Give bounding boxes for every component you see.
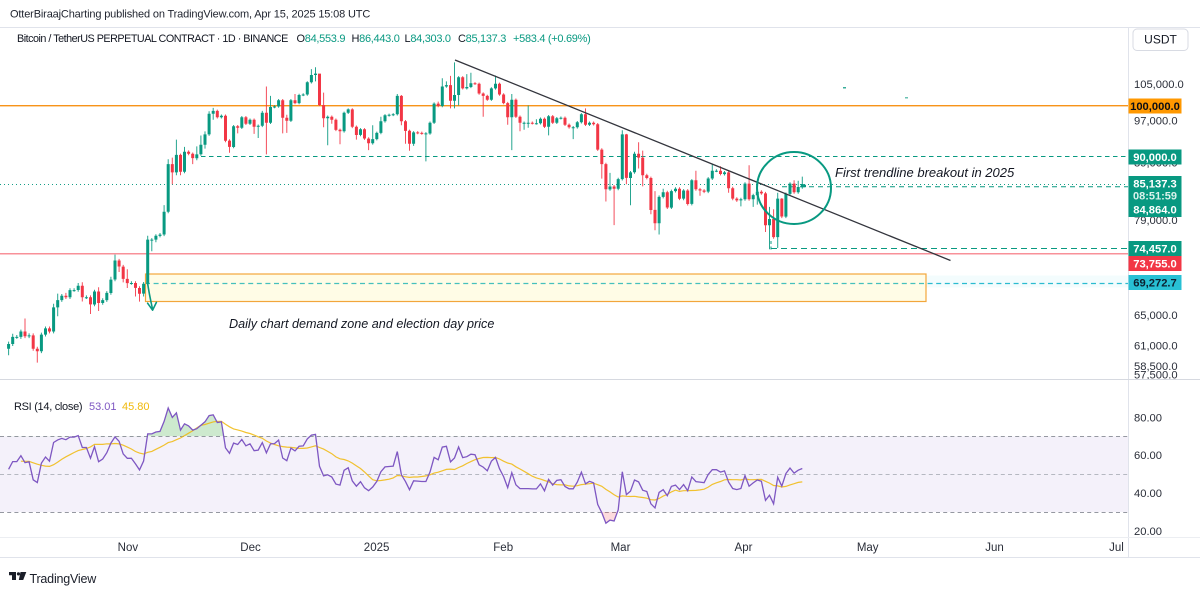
svg-text:100,000.0: 100,000.0 (1130, 101, 1180, 113)
svg-text:Nov: Nov (118, 542, 139, 554)
svg-text:80.00: 80.00 (1134, 412, 1162, 424)
svg-text:40.00: 40.00 (1134, 488, 1162, 500)
svg-text:O84,553.9: O84,553.9 (297, 33, 346, 45)
svg-text:TradingView: TradingView (30, 572, 98, 586)
svg-text:USDT: USDT (1144, 33, 1177, 47)
svg-text:61,000.0: 61,000.0 (1134, 341, 1178, 353)
svg-text:L84,303.0: L84,303.0 (405, 33, 451, 45)
svg-text:57,500.0: 57,500.0 (1134, 369, 1178, 381)
svg-text:84,864.0: 84,864.0 (1133, 205, 1177, 217)
svg-text:60.00: 60.00 (1134, 450, 1162, 462)
svg-text:Dec: Dec (240, 542, 261, 554)
svg-text:53.01: 53.01 (89, 401, 117, 413)
svg-text:May: May (857, 542, 879, 554)
svg-text:Bitcoin / TetherUS PERPETUAL C: Bitcoin / TetherUS PERPETUAL CONTRACT · … (17, 33, 288, 45)
svg-text:Mar: Mar (611, 542, 631, 554)
svg-text:Feb: Feb (493, 542, 513, 554)
svg-text:20.00: 20.00 (1134, 526, 1162, 538)
svg-text:79,000.0: 79,000.0 (1134, 215, 1178, 227)
svg-text:Apr: Apr (735, 542, 753, 554)
svg-text:H86,443.0: H86,443.0 (352, 33, 400, 45)
svg-text:Jun: Jun (985, 542, 1004, 554)
svg-text:OtterBiraajCharting published: OtterBiraajCharting published on Trading… (10, 9, 370, 21)
svg-text:Jul: Jul (1109, 542, 1124, 554)
svg-text:08:51:59: 08:51:59 (1133, 191, 1177, 203)
svg-text:+583.4 (+0.69%): +583.4 (+0.69%) (513, 33, 590, 45)
svg-text:97,000.0: 97,000.0 (1134, 115, 1178, 127)
svg-text:First trendline breakout in 20: First trendline breakout in 2025 (835, 165, 1015, 180)
svg-text:90,000.0: 90,000.0 (1133, 152, 1177, 164)
svg-text:C85,137.3: C85,137.3 (458, 33, 506, 45)
svg-text:73,755.0: 73,755.0 (1133, 259, 1177, 271)
svg-text:65,000.0: 65,000.0 (1134, 310, 1178, 322)
svg-text:58,500.0: 58,500.0 (1134, 361, 1178, 373)
svg-text:69,272.7: 69,272.7 (1133, 278, 1177, 290)
svg-text:Daily chart demand zone and el: Daily chart demand zone and election day… (229, 317, 494, 331)
svg-text:85,137.3: 85,137.3 (1133, 179, 1177, 191)
svg-text:RSI (14, close): RSI (14, close) (14, 401, 82, 413)
svg-text:45.80: 45.80 (122, 401, 150, 413)
svg-text:74,457.0: 74,457.0 (1133, 244, 1177, 256)
svg-text:2025: 2025 (364, 542, 390, 554)
svg-text:105,000.0: 105,000.0 (1134, 79, 1184, 91)
